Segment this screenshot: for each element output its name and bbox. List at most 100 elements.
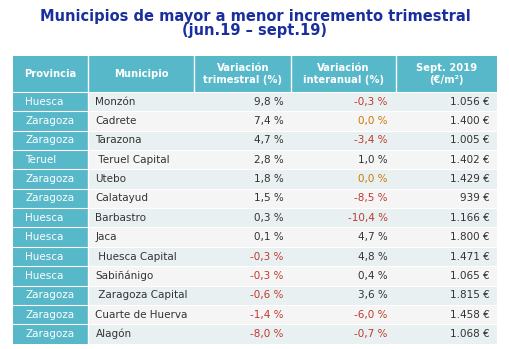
Bar [13, 56, 88, 92]
Bar [395, 150, 496, 169]
Text: 3,6 %: 3,6 % [357, 290, 387, 300]
Text: Zaragoza: Zaragoza [25, 329, 74, 339]
Text: 1.005 €: 1.005 € [449, 135, 489, 145]
Bar [88, 150, 194, 169]
Text: -6,0 %: -6,0 % [354, 310, 387, 320]
Text: Calatayud: Calatayud [95, 193, 148, 203]
Bar [13, 285, 88, 305]
Text: Cadrete: Cadrete [95, 116, 136, 126]
Bar [291, 169, 395, 189]
Text: 1.458 €: 1.458 € [449, 310, 489, 320]
Text: -10,4 %: -10,4 % [347, 213, 387, 223]
Text: 0,1 %: 0,1 % [253, 232, 283, 242]
Text: -0,6 %: -0,6 % [250, 290, 283, 300]
Bar [194, 266, 291, 285]
Text: Teruel: Teruel [25, 155, 56, 165]
Bar [13, 131, 88, 150]
Bar [395, 92, 496, 111]
Bar [194, 208, 291, 228]
Text: Sept. 2019
(€/m²): Sept. 2019 (€/m²) [415, 62, 476, 85]
Text: -1,4 %: -1,4 % [250, 310, 283, 320]
Bar [194, 92, 291, 111]
Text: 1.429 €: 1.429 € [449, 174, 489, 184]
Text: Zaragoza Capital: Zaragoza Capital [95, 290, 188, 300]
Text: 1.471 €: 1.471 € [449, 252, 489, 261]
Text: 4,7 %: 4,7 % [253, 135, 283, 145]
Text: Municipio: Municipio [114, 69, 168, 79]
Text: -8,5 %: -8,5 % [354, 193, 387, 203]
Bar [88, 208, 194, 228]
Bar [291, 92, 395, 111]
Bar [88, 169, 194, 189]
Text: 1.800 €: 1.800 € [449, 232, 489, 242]
Text: 0,0 %: 0,0 % [358, 174, 387, 184]
Bar [395, 305, 496, 324]
Bar [291, 266, 395, 285]
Text: -0,3 %: -0,3 % [250, 252, 283, 261]
Text: Jaca: Jaca [95, 232, 117, 242]
Bar [194, 228, 291, 247]
Bar [88, 131, 194, 150]
Bar [194, 131, 291, 150]
Bar [291, 150, 395, 169]
Bar [88, 266, 194, 285]
Bar [395, 169, 496, 189]
Bar [194, 189, 291, 208]
Bar [88, 56, 194, 92]
Text: Utebo: Utebo [95, 174, 126, 184]
Bar [291, 324, 395, 344]
Bar [194, 324, 291, 344]
Text: Huesca Capital: Huesca Capital [95, 252, 177, 261]
Text: Huesca: Huesca [25, 97, 64, 106]
Bar [88, 285, 194, 305]
Bar [395, 247, 496, 266]
Bar [194, 56, 291, 92]
Text: 1.402 €: 1.402 € [449, 155, 489, 165]
Bar [395, 208, 496, 228]
Bar [13, 266, 88, 285]
Text: Huesca: Huesca [25, 213, 64, 223]
Text: Zaragoza: Zaragoza [25, 174, 74, 184]
Text: 9,8 %: 9,8 % [253, 97, 283, 106]
Text: -0,3 %: -0,3 % [250, 271, 283, 281]
Text: Zaragoza: Zaragoza [25, 310, 74, 320]
Text: 0,4 %: 0,4 % [357, 271, 387, 281]
Bar [291, 189, 395, 208]
Bar [88, 111, 194, 131]
Bar [194, 169, 291, 189]
Bar [13, 324, 88, 344]
Bar [13, 169, 88, 189]
Text: 1.068 €: 1.068 € [449, 329, 489, 339]
Text: Monzón: Monzón [95, 97, 135, 106]
Bar [395, 266, 496, 285]
Text: 4,7 %: 4,7 % [357, 232, 387, 242]
Bar [88, 189, 194, 208]
Text: 939 €: 939 € [459, 193, 489, 203]
Bar [13, 92, 88, 111]
Text: Zaragoza: Zaragoza [25, 135, 74, 145]
Bar [13, 111, 88, 131]
Bar [395, 324, 496, 344]
Text: (jun.19 – sept.19): (jun.19 – sept.19) [182, 23, 327, 38]
Text: 4,8 %: 4,8 % [357, 252, 387, 261]
Text: 0,0 %: 0,0 % [358, 116, 387, 126]
Bar [88, 92, 194, 111]
Bar [291, 228, 395, 247]
Text: 1.056 €: 1.056 € [449, 97, 489, 106]
Bar [13, 305, 88, 324]
Bar [13, 150, 88, 169]
Bar [13, 189, 88, 208]
Text: -0,7 %: -0,7 % [354, 329, 387, 339]
Text: 1.065 €: 1.065 € [449, 271, 489, 281]
Text: 2,8 %: 2,8 % [253, 155, 283, 165]
Bar [13, 208, 88, 228]
Text: 7,4 %: 7,4 % [253, 116, 283, 126]
Bar [194, 150, 291, 169]
Text: -0,3 %: -0,3 % [354, 97, 387, 106]
Text: 1,0 %: 1,0 % [357, 155, 387, 165]
Text: Huesca: Huesca [25, 271, 64, 281]
Text: Huesca: Huesca [25, 252, 64, 261]
Text: Barbastro: Barbastro [95, 213, 146, 223]
Bar [291, 285, 395, 305]
Bar [291, 131, 395, 150]
